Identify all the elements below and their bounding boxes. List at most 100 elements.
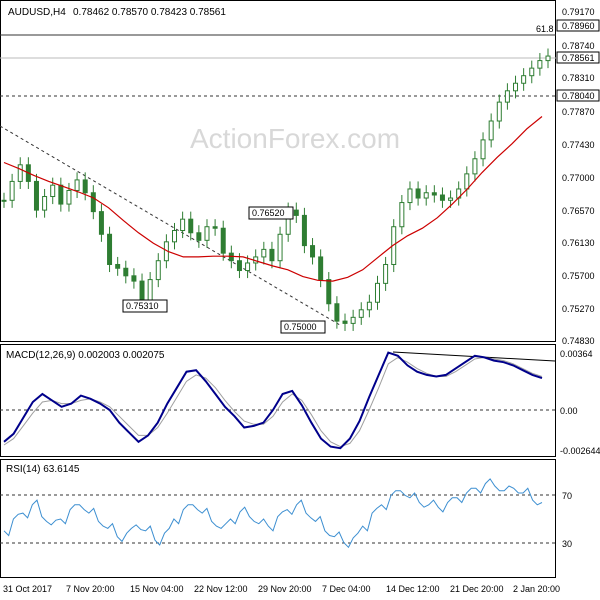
- candle-body: [366, 301, 372, 311]
- moving-average-line: [3, 116, 543, 282]
- candle-body: [415, 188, 421, 199]
- price-tick-label: 0.78561: [562, 53, 595, 63]
- rsi-tick-label: 70: [562, 491, 572, 501]
- macd-tick-label: 0.00364: [560, 349, 593, 359]
- annotation-high-label: 0.76520: [252, 208, 285, 218]
- candle-body: [196, 232, 202, 241]
- x-tick-label: 21 Dec 20:00: [450, 584, 504, 594]
- price-tick-label: 0.77430: [562, 140, 595, 150]
- annotation-high: 0.76520: [248, 206, 294, 220]
- candle-body: [172, 230, 178, 243]
- rsi-title: RSI(14) 63.6145: [6, 464, 80, 475]
- candle-body: [9, 180, 15, 201]
- candle-body: [383, 263, 389, 284]
- macd-panel: [0, 344, 556, 457]
- rsi-line: [3, 478, 543, 549]
- x-tick-label: 31 Oct 2017: [3, 584, 52, 594]
- price-tick-label: 0.75270: [562, 304, 595, 314]
- candle-body: [342, 320, 348, 324]
- price-tick-label: 0.78310: [562, 73, 595, 83]
- candle-body: [293, 209, 299, 216]
- candle-body: [488, 120, 494, 141]
- candle-body: [464, 173, 470, 190]
- price-tick-label: 0.77870: [562, 107, 595, 117]
- price-tick-label: 0.76570: [562, 206, 595, 216]
- candle-body: [204, 226, 210, 241]
- candle-body: [269, 248, 275, 262]
- x-tick-label: 29 Nov 20:00: [258, 584, 312, 594]
- x-tick-label: 7 Nov 20:00: [66, 584, 115, 594]
- ohlc-readout: 0.78462 0.78570 0.78423 0.78561: [73, 7, 226, 18]
- macd-main-line: [3, 351, 543, 450]
- candle-body: [188, 218, 194, 234]
- candle-body: [326, 279, 332, 305]
- candle-body: [261, 248, 267, 258]
- fib-level-annotation: 61.8: [536, 24, 554, 34]
- candle-body: [439, 194, 445, 201]
- x-tick-label: 14 Dec 12:00: [386, 584, 440, 594]
- x-tick-label: 15 Nov 04:00: [130, 584, 184, 594]
- price-tick-label: 0.77000: [562, 173, 595, 183]
- candle-body: [58, 184, 64, 205]
- price-y-axis: 0.79170 0.78960 0.78740 0.78561 0.78310 …: [556, 7, 600, 346]
- candle-body: [277, 233, 283, 262]
- level-tag-0.78040: [556, 89, 600, 102]
- candle-body: [42, 196, 48, 211]
- candle-body: [131, 275, 137, 282]
- candle-body: [407, 188, 413, 204]
- candle-body: [504, 90, 510, 103]
- candle-body: [334, 303, 340, 322]
- candle-body: [66, 189, 72, 205]
- macd-signal-line: [3, 356, 543, 448]
- candle-body: [513, 82, 519, 92]
- candle-body: [350, 316, 356, 324]
- candle-body: [374, 282, 380, 303]
- candle-body: [529, 67, 535, 77]
- x-axis: 31 Oct 2017 7 Nov 20:00 15 Nov 04:00 22 …: [3, 584, 560, 594]
- candle-body: [139, 280, 145, 302]
- candle-body: [245, 262, 251, 272]
- annotation-low-2-label: 0.75000: [284, 322, 317, 332]
- x-tick-label: 7 Dec 04:00: [322, 584, 371, 594]
- price-tick-label: 0.78040: [562, 91, 595, 101]
- price-tick-label: 0.78740: [562, 41, 595, 51]
- price-tick-label: 0.78960: [562, 21, 595, 31]
- candle-body: [448, 197, 454, 201]
- candle-body: [90, 192, 96, 213]
- candle-body: [318, 256, 324, 281]
- candle-body: [98, 211, 104, 235]
- candle-body: [17, 164, 23, 182]
- last-price-tag: [556, 51, 600, 64]
- annotation-low-2: 0.75000: [280, 320, 326, 334]
- candle-body: [537, 60, 543, 69]
- price-tick-label: 0.79170: [562, 7, 595, 17]
- candle-body: [115, 263, 121, 269]
- rsi-panel: [0, 459, 556, 578]
- candle-body: [472, 158, 478, 175]
- candle-body: [107, 233, 113, 265]
- price-tick-label: 0.74830: [562, 336, 595, 346]
- annotation-low-1: 0.75310: [122, 299, 168, 313]
- price-panel: [0, 0, 556, 342]
- candle-body: [545, 55, 551, 62]
- candle-body: [155, 260, 161, 281]
- macd-tick-label: -0.002644: [560, 446, 600, 456]
- candle-body: [82, 179, 88, 194]
- candle-body: [180, 218, 186, 232]
- x-tick-label: 22 Nov 12:00: [194, 584, 248, 594]
- candle-body: [480, 139, 486, 160]
- watermark-text: ActionForex.com: [190, 123, 400, 154]
- candle-body: [50, 184, 56, 198]
- candle-body: [74, 179, 80, 191]
- candle-body: [236, 260, 242, 272]
- candle-body: [147, 279, 153, 302]
- candle-body: [496, 101, 502, 122]
- x-tick-label: 2 Jan 20:00: [513, 584, 560, 594]
- price-candles: [1, 48, 551, 331]
- level-tag-0.78960: [556, 19, 600, 32]
- macd-tick-label: 0.00: [560, 406, 578, 416]
- candle-body: [220, 227, 226, 254]
- candle-body: [301, 214, 307, 247]
- candle-body: [521, 75, 527, 84]
- candle-body: [431, 192, 437, 196]
